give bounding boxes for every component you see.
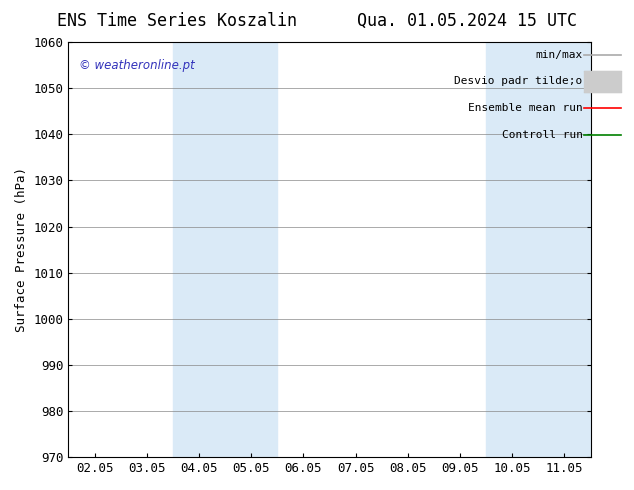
- Text: Desvio padr tilde;o: Desvio padr tilde;o: [455, 76, 583, 86]
- Text: ENS Time Series Koszalin      Qua. 01.05.2024 15 UTC: ENS Time Series Koszalin Qua. 01.05.2024…: [57, 12, 577, 30]
- Text: Controll run: Controll run: [501, 130, 583, 141]
- Text: min/max: min/max: [536, 49, 583, 59]
- Bar: [173, 42, 277, 457]
- Text: © weatheronline.pt: © weatheronline.pt: [79, 59, 195, 72]
- Y-axis label: Surface Pressure (hPa): Surface Pressure (hPa): [15, 167, 28, 332]
- Text: Ensemble mean run: Ensemble mean run: [468, 103, 583, 114]
- Bar: [486, 42, 590, 457]
- Bar: [585, 71, 621, 92]
